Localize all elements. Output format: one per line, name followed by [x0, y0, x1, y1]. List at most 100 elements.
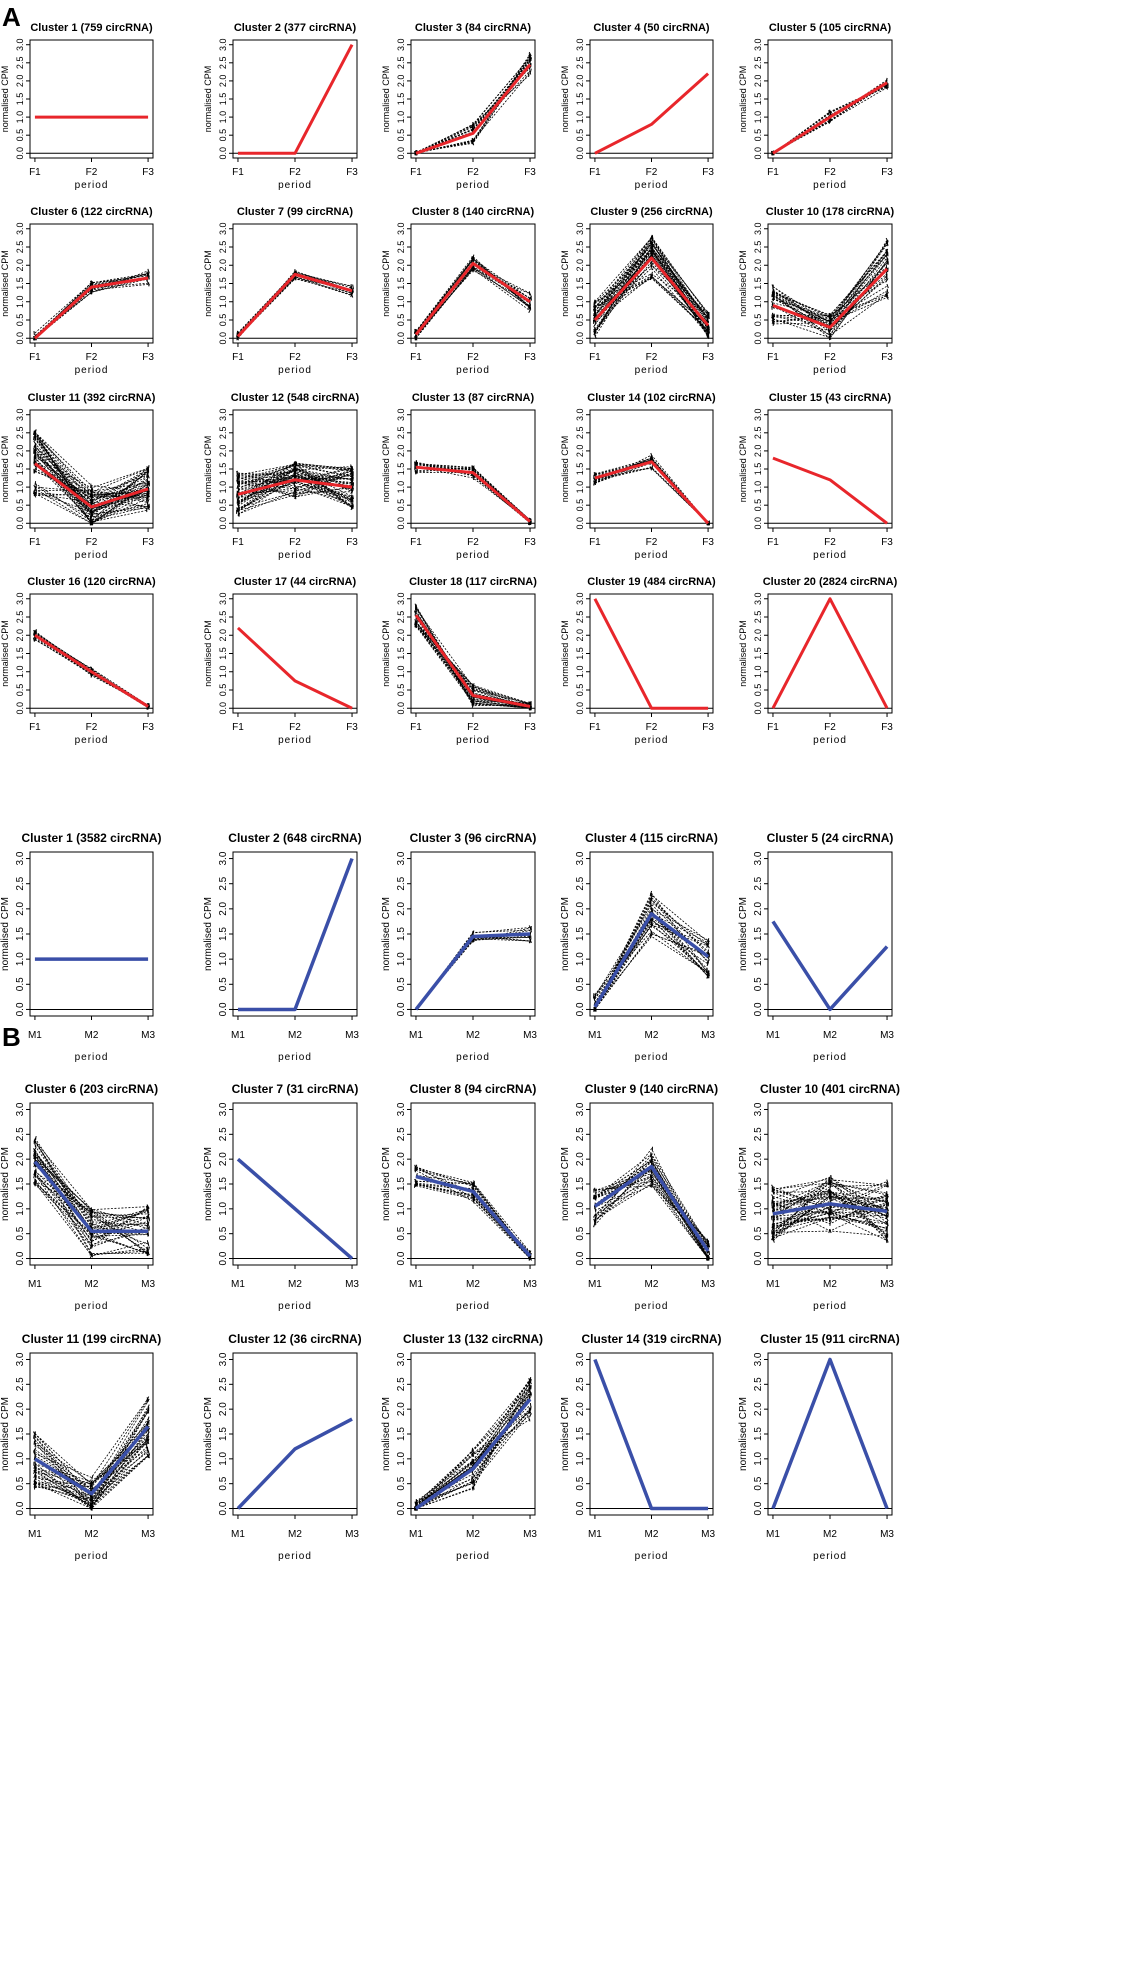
x-tick-label: F3	[524, 167, 536, 178]
y-tick-label: 1.5	[218, 927, 229, 941]
y-tick-label: 2.0	[575, 629, 585, 642]
y-tick-label: 2.5	[218, 57, 228, 70]
profile-line	[415, 266, 531, 339]
y-axis-label: normalised CPM	[738, 436, 748, 503]
x-tick-label: M3	[880, 1279, 894, 1290]
y-tick-label: 2.5	[15, 241, 25, 254]
y-tick-label: 1.5	[15, 463, 25, 476]
profile-point	[33, 1151, 35, 1157]
profile-line	[772, 266, 888, 319]
y-tick-label: 0.0	[575, 1002, 586, 1016]
profile-lines	[414, 51, 532, 156]
y-tick-label: 0.0	[753, 1251, 764, 1265]
y-tick-label: 2.5	[218, 1377, 229, 1391]
y-tick-label: 2.5	[218, 1127, 229, 1141]
profile-line	[34, 490, 149, 497]
profile-line	[772, 250, 888, 316]
profile-point	[33, 1469, 37, 1474]
profile-line	[237, 471, 353, 507]
profile-line	[415, 1400, 531, 1509]
y-tick-label: 0.0	[753, 517, 763, 530]
y-tick-label: 2.0	[753, 259, 763, 272]
y-axis-label: normalised CPM	[203, 436, 213, 503]
profile-line	[34, 1165, 149, 1254]
y-tick-label: 1.5	[396, 463, 406, 476]
x-tick-label: M2	[823, 1279, 837, 1290]
profile-line	[237, 473, 353, 496]
profile-line	[34, 1160, 149, 1233]
x-tick-label: F2	[289, 167, 301, 178]
profile-point	[771, 300, 774, 306]
profile-line	[34, 1140, 149, 1211]
profile-line	[594, 924, 709, 1010]
profile-line	[594, 908, 709, 1008]
plot-frame	[767, 851, 893, 1017]
profile-point	[706, 1256, 710, 1261]
y-tick-label: 0.5	[218, 499, 228, 512]
x-axis-label: period	[278, 735, 312, 746]
profile-point	[89, 1484, 92, 1489]
mean-line	[593, 912, 710, 1008]
y-axis-label: normalised CPM	[560, 1397, 571, 1471]
profile-point	[593, 300, 597, 306]
x-tick-label: M1	[231, 1279, 245, 1290]
y-tick-label: 1.5	[396, 647, 406, 660]
profile-point	[90, 290, 93, 295]
profile-line	[594, 1168, 709, 1259]
profile-point	[91, 1221, 94, 1226]
y-tick-label: 1.5	[753, 647, 763, 660]
y-axis-label: normalised CPM	[560, 436, 570, 503]
profile-point	[236, 484, 239, 489]
y-tick-label: 3.0	[753, 408, 763, 421]
profile-point	[147, 1427, 150, 1433]
y-tick-label: 1.0	[753, 111, 763, 124]
y-tick-label: 2.0	[753, 901, 764, 915]
y-tick-label: 1.5	[218, 277, 228, 290]
x-axis-label: period	[75, 1551, 109, 1562]
profile-line	[237, 276, 353, 338]
profile-line	[415, 935, 531, 1010]
profile-point	[33, 491, 37, 496]
y-tick-label: 3.0	[575, 593, 585, 606]
y-tick-label: 1.5	[753, 463, 763, 476]
y-tick-label: 3.0	[218, 1352, 229, 1366]
profile-line	[415, 57, 531, 153]
profile-line	[772, 257, 888, 333]
profile-lines	[236, 269, 354, 341]
profile-line	[34, 1411, 149, 1510]
x-tick-label: M2	[288, 1030, 302, 1041]
y-tick-label: 0.5	[575, 977, 586, 991]
profile-line	[237, 273, 353, 337]
profile-point	[236, 493, 238, 498]
profile-line	[34, 470, 149, 508]
y-tick-label: 0.5	[396, 129, 406, 142]
mean-line	[34, 462, 149, 509]
profile-line	[34, 489, 149, 502]
profile-line	[34, 1153, 149, 1254]
profile-point	[886, 85, 888, 90]
x-tick-label: F1	[29, 722, 41, 733]
y-tick-label: 2.0	[575, 75, 585, 88]
profile-line	[34, 1175, 149, 1232]
cluster-plot: Cluster 3 (84 circRNA) 0.0 0.5 1.0 1.5 2.0 2.5…	[381, 22, 536, 191]
profile-line	[34, 1444, 149, 1490]
plot-frame	[232, 593, 358, 714]
y-tick-label: 0.0	[396, 517, 406, 530]
profile-line	[594, 910, 709, 1010]
profile-line	[34, 1439, 149, 1508]
profile-line	[594, 915, 709, 1010]
cluster-title: Cluster 6 (122 circRNA)	[30, 206, 153, 218]
x-tick-label: M2	[466, 1279, 480, 1290]
x-axis-label: period	[75, 550, 109, 561]
cluster-title: Cluster 10 (401 circRNA)	[760, 1082, 900, 1096]
cluster-title: Cluster 7 (99 circRNA)	[237, 206, 353, 218]
plot-frame	[589, 1352, 714, 1516]
profile-line	[415, 65, 531, 154]
profile-line	[594, 896, 709, 1010]
profile-point	[147, 1241, 150, 1247]
profile-line	[772, 1199, 888, 1225]
cluster-title: Cluster 4 (115 circRNA)	[585, 831, 718, 845]
y-axis-label: normalised CPM	[738, 897, 749, 971]
y-tick-label: 0.5	[218, 314, 228, 327]
profile-point	[771, 1235, 774, 1241]
